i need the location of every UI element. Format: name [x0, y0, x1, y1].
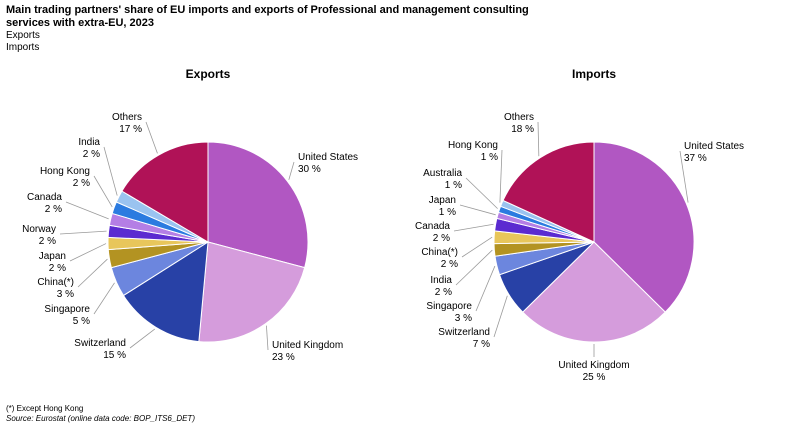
exports-chart-title: Exports	[186, 67, 231, 81]
footnote: (*) Except Hong Kong	[6, 404, 84, 413]
exports-leader-norway	[59, 230, 107, 235]
exports-label-united-states: United States	[298, 152, 358, 163]
exports-leader-switzerland	[129, 328, 156, 349]
exports-value-united-states: 30 %	[298, 164, 321, 175]
imports-label-united-states: United States	[684, 141, 744, 152]
exports-label-hong-kong: Hong Kong	[40, 166, 90, 177]
exports-slice-united-states	[207, 141, 309, 269]
exports-label-switzerland: Switzerland	[74, 338, 126, 349]
exports-label-india: India	[78, 137, 100, 148]
imports-value-united-kingdom: 25 %	[583, 372, 606, 383]
imports-label-hong-kong: Hong Kong	[448, 140, 498, 151]
exports-value-switzerland: 15 %	[103, 350, 126, 361]
imports-value-china: 2 %	[441, 259, 458, 270]
exports-leader-hong-kong	[93, 175, 113, 208]
imports-value-australia: 1 %	[445, 180, 462, 191]
imports-label-singapore: Singapore	[426, 301, 472, 312]
imports-leader-china	[461, 236, 493, 258]
imports-leader-singapore	[475, 265, 496, 312]
imports-label-others: Others	[504, 112, 534, 123]
imports-leader-canada	[453, 223, 494, 232]
imports-value-canada: 2 %	[433, 233, 450, 244]
imports-leader-australia	[465, 177, 498, 209]
imports-value-singapore: 3 %	[455, 313, 472, 324]
exports-label-norway: Norway	[22, 224, 56, 235]
imports-slice-united-kingdom	[522, 241, 666, 343]
legend-imports: Imports	[6, 42, 40, 53]
exports-label-china: China(*)	[37, 277, 74, 288]
imports-label-japan: Japan	[429, 195, 456, 206]
imports-value-switzerland: 7 %	[473, 339, 490, 350]
imports-chart-title: Imports	[572, 67, 616, 81]
exports-leader-canada	[65, 201, 109, 220]
imports-label-united-kingdom: United Kingdom	[558, 360, 629, 371]
imports-value-hong-kong: 1 %	[481, 152, 498, 163]
imports-label-switzerland: Switzerland	[438, 327, 490, 338]
exports-value-india: 2 %	[83, 149, 100, 160]
exports-leader-india	[103, 146, 118, 196]
exports-label-others: Others	[112, 112, 142, 123]
exports-value-japan: 2 %	[49, 263, 66, 274]
exports-value-others: 17 %	[119, 124, 142, 135]
exports-leader-japan	[69, 243, 107, 262]
exports-value-singapore: 5 %	[73, 316, 90, 327]
exports-leader-china	[77, 258, 108, 288]
imports-leader-united-states	[679, 150, 689, 203]
imports-label-australia: Australia	[423, 168, 462, 179]
imports-slice-united-states	[593, 141, 695, 313]
exports-slice-united-kingdom	[198, 241, 306, 343]
legend-exports: Exports	[6, 30, 40, 41]
exports-value-china: 3 %	[57, 289, 74, 300]
exports-value-united-kingdom: 23 %	[272, 352, 295, 363]
chart-title: Main trading partners' share of EU impor…	[6, 4, 529, 29]
imports-label-china: China(*)	[421, 247, 458, 258]
imports-leader-others	[537, 121, 540, 157]
exports-value-norway: 2 %	[39, 236, 56, 247]
exports-leader-singapore	[93, 282, 115, 315]
exports-slice-others	[121, 141, 209, 243]
imports-slice-others	[502, 141, 595, 243]
imports-value-united-states: 37 %	[684, 153, 707, 164]
imports-value-india: 2 %	[435, 287, 452, 298]
exports-label-singapore: Singapore	[44, 304, 90, 315]
exports-leader-united-states	[288, 161, 295, 180]
imports-label-canada: Canada	[415, 221, 450, 232]
imports-value-japan: 1 %	[439, 207, 456, 218]
exports-leader-others	[145, 121, 158, 154]
exports-label-united-kingdom: United Kingdom	[272, 340, 343, 351]
imports-label-india: India	[430, 275, 452, 286]
exports-leader-united-kingdom	[266, 325, 269, 351]
exports-value-canada: 2 %	[45, 204, 62, 215]
imports-leader-japan	[459, 204, 496, 216]
exports-label-canada: Canada	[27, 192, 62, 203]
exports-slice-switzerland	[122, 241, 209, 343]
imports-leader-india	[455, 249, 493, 286]
source-note: Source: Eurostat (online data code: BOP_…	[6, 414, 195, 423]
exports-value-hong-kong: 2 %	[73, 178, 90, 189]
imports-leader-switzerland	[493, 295, 508, 338]
imports-value-others: 18 %	[511, 124, 534, 135]
exports-label-japan: Japan	[39, 251, 66, 262]
imports-leader-hong-kong	[499, 149, 503, 203]
